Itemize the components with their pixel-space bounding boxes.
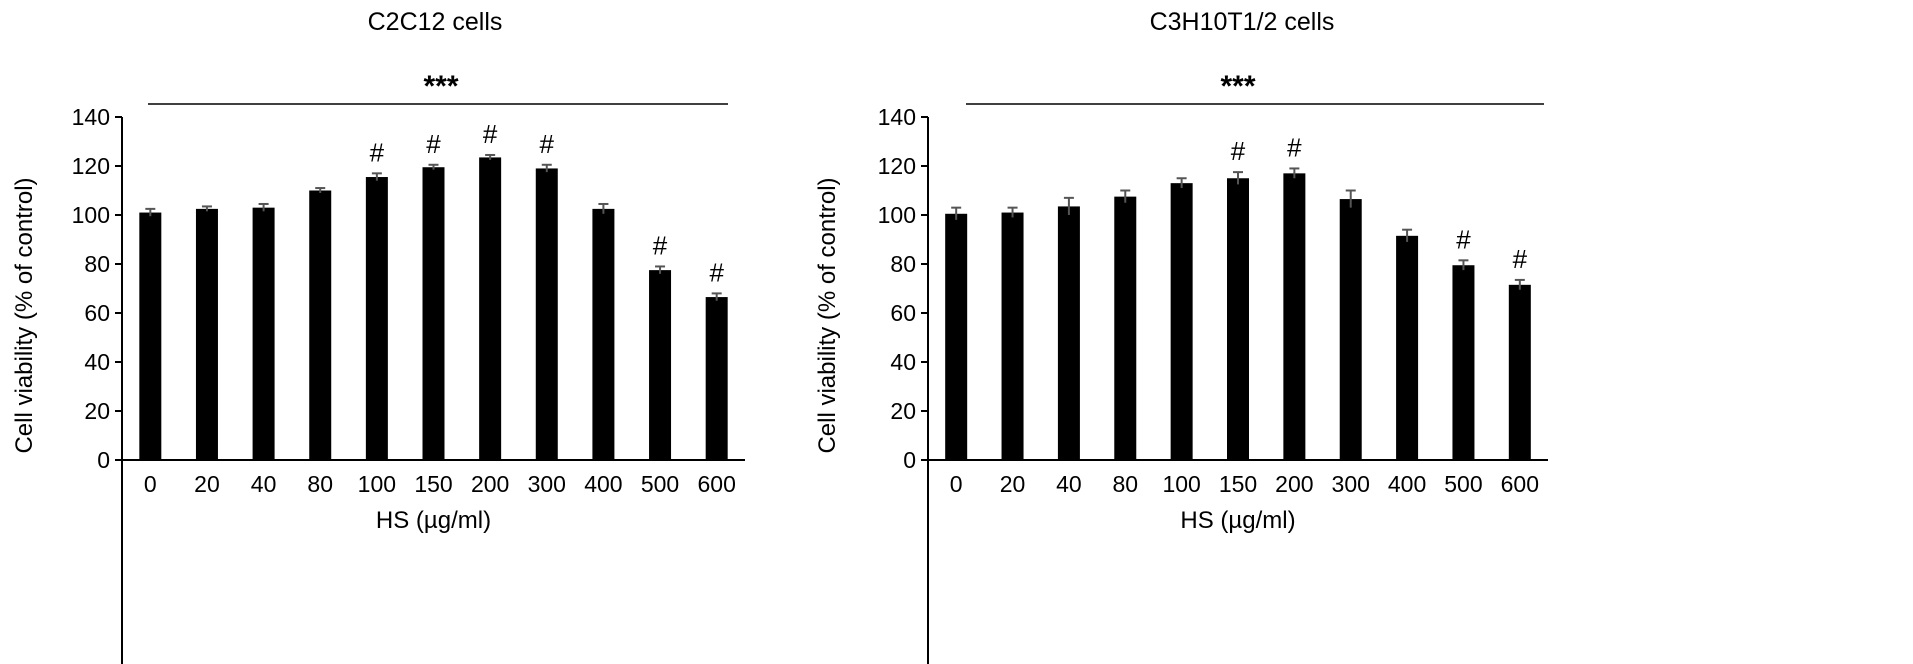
x-tick-label: 400 (584, 471, 622, 497)
bar (1170, 183, 1193, 460)
bar (705, 297, 728, 460)
bar (945, 213, 968, 460)
bar (365, 177, 388, 460)
y-tick-label: 140 (878, 104, 916, 130)
bar (1001, 212, 1024, 460)
y-tick-label: 40 (890, 349, 916, 375)
significance-mark: # (1231, 136, 1246, 166)
bar (479, 157, 502, 461)
significance-mark: # (1456, 224, 1471, 254)
x-tick-label: 80 (1112, 471, 1138, 497)
x-tick-label: 100 (358, 471, 396, 497)
bar (1057, 206, 1080, 460)
chart-c2c12: C2C12 cells 0 20 40 60 80 100 120 140 Cell viabil… (11, 8, 745, 664)
y-tick-label: 60 (890, 300, 916, 326)
x-tick-label: 400 (1388, 471, 1426, 497)
x-tick-label: 150 (1219, 471, 1257, 497)
bar (195, 208, 218, 460)
overall-significance-mark: *** (423, 70, 458, 103)
x-tick-label: 40 (251, 471, 277, 497)
bar (1396, 235, 1419, 460)
x-tick-label: 0 (950, 471, 963, 497)
x-tick-label: 200 (1275, 471, 1313, 497)
y-tick-label: 140 (72, 104, 110, 130)
y-tick-label: 20 (890, 398, 916, 424)
bar (139, 212, 162, 460)
y-tick-label: 60 (84, 300, 110, 326)
x-tick-label: 200 (471, 471, 509, 497)
x-tick-label: 150 (414, 471, 452, 497)
x-tick-label: 0 (144, 471, 157, 497)
x-tick-label: 500 (641, 471, 679, 497)
chart-title: C3H10T1/2 cells (1150, 8, 1335, 36)
x-tick-label: 80 (307, 471, 333, 497)
significance-mark: # (426, 129, 441, 159)
bar (309, 190, 332, 460)
bar (1339, 199, 1362, 460)
bar (1227, 178, 1249, 460)
bar (422, 167, 445, 460)
bar (1508, 284, 1531, 460)
y-tick-label: 80 (84, 251, 110, 277)
y-tick-label: 100 (878, 202, 916, 228)
x-tick-label: 40 (1056, 471, 1082, 497)
significance-mark: # (483, 119, 498, 149)
significance-mark: # (370, 137, 385, 167)
chart-c3h10t1-2: C3H10T1/2 cells 0 20 40 60 80 100 120 140 Cell vi… (814, 8, 1548, 664)
x-axis-label: HS (µg/ml) (376, 507, 491, 534)
y-tick-label: 20 (84, 398, 110, 424)
overall-significance-mark: *** (1220, 70, 1255, 103)
x-tick-label: 300 (1332, 471, 1370, 497)
x-tick-label: 600 (697, 471, 735, 497)
y-axis-label: Cell viability (% of control) (11, 177, 38, 453)
x-tick-label: 600 (1501, 471, 1539, 497)
bar (1452, 265, 1475, 460)
x-axis-label: HS (µg/ml) (1180, 507, 1295, 534)
significance-mark: # (1513, 244, 1528, 274)
bar (649, 270, 672, 460)
y-tick-label: 80 (890, 251, 916, 277)
bar (592, 208, 615, 460)
chart-title: C2C12 cells (368, 8, 503, 36)
bar (1114, 196, 1137, 460)
bar (1283, 173, 1306, 460)
significance-mark: # (1287, 132, 1302, 162)
x-tick-label: 100 (1162, 471, 1200, 497)
significance-mark: # (540, 129, 555, 159)
y-tick-label: 0 (97, 447, 110, 473)
x-tick-label: 20 (194, 471, 220, 497)
x-tick-label: 500 (1444, 471, 1482, 497)
y-tick-label: 40 (84, 349, 110, 375)
x-tick-label: 20 (1000, 471, 1026, 497)
y-tick-label: 100 (72, 202, 110, 228)
significance-mark: # (653, 230, 668, 260)
significance-mark: # (709, 257, 724, 287)
x-tick-label: 300 (528, 471, 566, 497)
bar (535, 168, 558, 460)
y-tick-label: 0 (903, 447, 916, 473)
bar (252, 207, 275, 460)
y-tick-label: 120 (878, 153, 916, 179)
y-axis-label: Cell viability (% of control) (814, 177, 841, 453)
y-tick-label: 120 (72, 153, 110, 179)
